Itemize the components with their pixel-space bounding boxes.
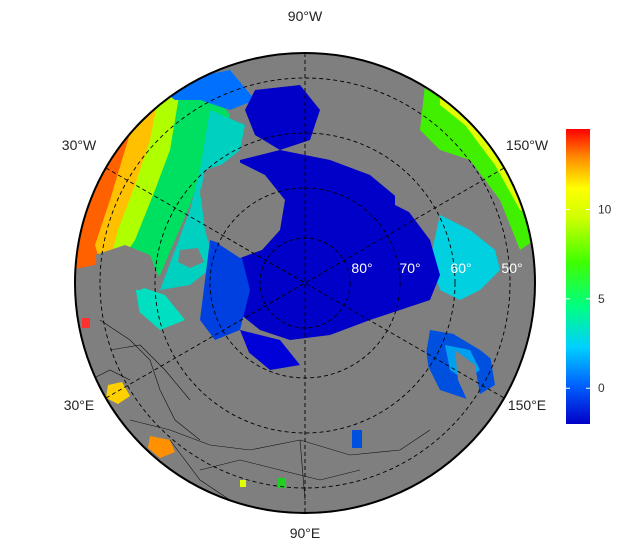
black-sea: [106, 382, 130, 404]
country-borders: [89, 319, 431, 501]
lat-label-80: 80°: [351, 260, 372, 276]
parallel-60: [154, 132, 456, 434]
lake-spot-green: [278, 478, 286, 488]
lon-label-lower-right: 150°E: [508, 397, 546, 413]
colorbar-tick-label: 0: [598, 381, 605, 395]
greenland: [200, 160, 285, 258]
iceland: [178, 248, 204, 268]
nordic-seas-cyan: [160, 110, 245, 290]
map-frame: [74, 52, 536, 514]
colorbar: 10 5 0: [566, 129, 612, 424]
pacific-ocean-cyan: [430, 215, 500, 300]
lake-spot-yellow: [240, 480, 246, 487]
lat-label-60: 60°: [450, 260, 471, 276]
parallel-50: [99, 77, 511, 489]
colorbar-ticks: 10 5 0: [566, 202, 612, 395]
kara-sea-blue: [240, 330, 300, 370]
colorbar-tick-label: 10: [598, 202, 612, 216]
scandinavia: [95, 245, 160, 290]
lon-label-upper-left: 30°W: [62, 137, 97, 153]
atlantic-ocean-green: [115, 90, 230, 285]
alaska: [395, 145, 440, 215]
colorbar-tick-label: 5: [598, 292, 605, 306]
kamchatka: [455, 350, 480, 402]
chukotka: [435, 295, 520, 370]
lat-label-70: 70°: [399, 260, 420, 276]
graticule: [99, 53, 511, 513]
lon-label-top: 90°W: [288, 8, 323, 24]
hudson-bay-water: [262, 88, 305, 125]
pacific-ocean-green: [420, 85, 535, 250]
lon-label-upper-right: 150°W: [506, 137, 549, 153]
lon-label-lower-left: 30°E: [64, 397, 95, 413]
mediterranean-spot: [82, 318, 90, 328]
lat-label-50: 50°: [501, 260, 522, 276]
colorbar-gradient: [566, 129, 590, 424]
barents-sea-blue: [200, 240, 250, 340]
lake-spot-blue: [352, 430, 362, 448]
lon-label-bottom: 90°E: [290, 525, 321, 541]
caspian-sea: [148, 436, 175, 458]
baltic-sea-cyan: [135, 285, 185, 330]
